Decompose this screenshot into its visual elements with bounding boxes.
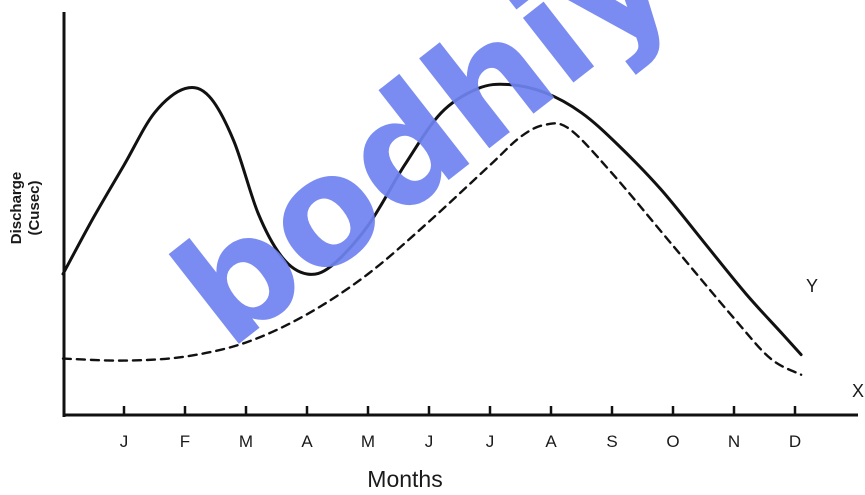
series-y-label: Y [806,276,818,296]
x-tick-label: J [120,432,129,451]
x-tick-label: M [361,432,375,451]
x-tick-label: O [666,432,679,451]
x-tick-label: D [789,432,801,451]
axes [62,12,858,417]
x-tick-label: J [486,432,495,451]
x-tick-label: A [545,432,557,451]
series-layer [61,82,803,376]
x-tick-label: M [239,432,253,451]
y-axis-title-line1: Discharge [8,172,25,245]
x-tick-label: F [180,432,190,451]
x-tick-label: S [606,432,617,451]
watermark-text: bodhiy [144,0,703,380]
series-x-label: X [852,381,864,401]
series-y-line [61,82,803,357]
x-tick-label: A [301,432,313,451]
x-tick-label: N [728,432,740,451]
series-x-line [61,122,803,376]
x-axis-title: Months [367,466,442,492]
watermark-layer: bodhiy [144,0,703,380]
y-axis-title-line2: (Cusec) [26,180,43,235]
labels-layer: J F M A M J J A S O N D Months Discharge (Cusec) Y X [8,172,864,492]
x-tick-label: J [425,432,434,451]
